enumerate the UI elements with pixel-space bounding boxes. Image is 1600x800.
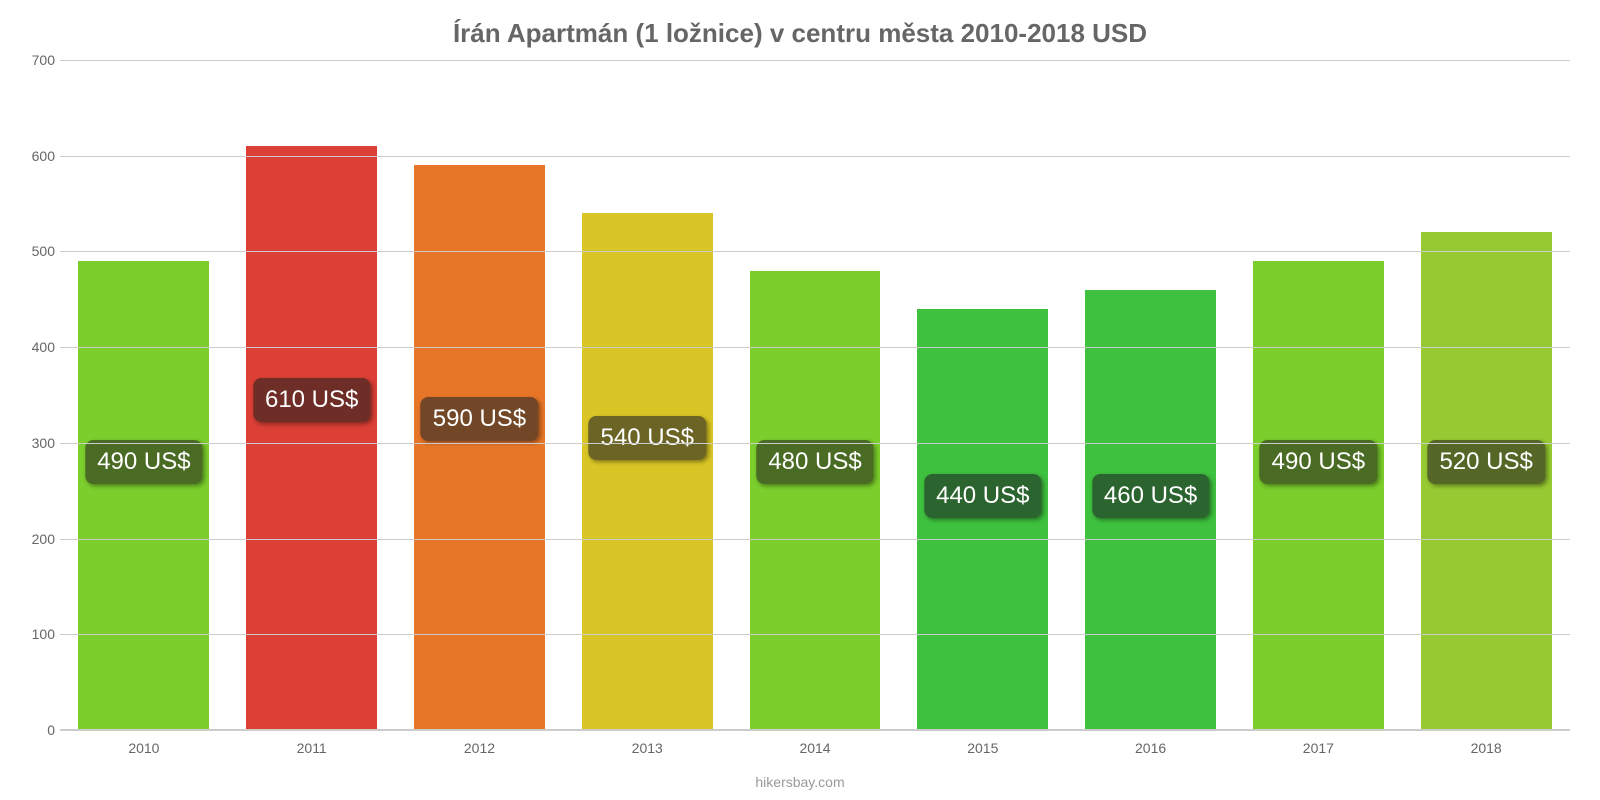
x-axis-tick-label: 2015 bbox=[967, 740, 998, 756]
value-badge: 480 US$ bbox=[756, 440, 873, 484]
x-axis-tick-label: 2017 bbox=[1303, 740, 1334, 756]
x-axis-tick-label: 2012 bbox=[464, 740, 495, 756]
y-axis-tick-label: 600 bbox=[15, 148, 55, 164]
bar bbox=[246, 146, 377, 730]
value-badge: 590 US$ bbox=[421, 397, 538, 441]
bar bbox=[750, 271, 881, 730]
grid-line bbox=[60, 156, 1570, 157]
bar bbox=[414, 165, 545, 730]
bar-slot: 440 US$2015 bbox=[899, 60, 1067, 730]
bar bbox=[917, 309, 1048, 730]
bar-slot: 480 US$2014 bbox=[731, 60, 899, 730]
bar-slot: 610 US$2011 bbox=[228, 60, 396, 730]
bar-slot: 590 US$2012 bbox=[396, 60, 564, 730]
y-axis-tick-label: 400 bbox=[15, 339, 55, 355]
value-badge: 540 US$ bbox=[589, 416, 706, 460]
y-axis-tick-label: 500 bbox=[15, 243, 55, 259]
grid-line bbox=[60, 443, 1570, 444]
y-axis-tick-label: 300 bbox=[15, 435, 55, 451]
grid-line bbox=[60, 634, 1570, 635]
y-axis-tick-label: 700 bbox=[15, 52, 55, 68]
y-axis-tick-label: 0 bbox=[15, 722, 55, 738]
chart-title: Írán Apartmán (1 ložnice) v centru města… bbox=[0, 0, 1600, 49]
x-axis-tick-label: 2016 bbox=[1135, 740, 1166, 756]
bar bbox=[78, 261, 209, 730]
bar-slot: 540 US$2013 bbox=[563, 60, 731, 730]
bar-slot: 490 US$2010 bbox=[60, 60, 228, 730]
grid-line bbox=[60, 251, 1570, 252]
bar-slot: 460 US$2016 bbox=[1067, 60, 1235, 730]
value-badge: 440 US$ bbox=[924, 474, 1041, 518]
value-badge: 610 US$ bbox=[253, 378, 370, 422]
grid-line bbox=[60, 60, 1570, 61]
value-badge: 490 US$ bbox=[1260, 440, 1377, 484]
plot-area: 490 US$2010610 US$2011590 US$2012540 US$… bbox=[60, 60, 1570, 730]
bar bbox=[582, 213, 713, 730]
x-axis-tick-label: 2018 bbox=[1471, 740, 1502, 756]
attribution-text: hikersbay.com bbox=[0, 774, 1600, 790]
bar bbox=[1253, 261, 1384, 730]
bar-slot: 490 US$2017 bbox=[1234, 60, 1402, 730]
bar-slot: 520 US$2018 bbox=[1402, 60, 1570, 730]
value-badge: 520 US$ bbox=[1427, 440, 1544, 484]
bar-group: 490 US$2010610 US$2011590 US$2012540 US$… bbox=[60, 60, 1570, 730]
x-axis-tick-label: 2013 bbox=[632, 740, 663, 756]
grid-line bbox=[60, 347, 1570, 348]
value-badge: 460 US$ bbox=[1092, 474, 1209, 518]
x-axis-tick-label: 2011 bbox=[297, 740, 327, 756]
grid-line bbox=[60, 539, 1570, 540]
y-axis-tick-label: 200 bbox=[15, 531, 55, 547]
value-badge: 490 US$ bbox=[85, 440, 202, 484]
chart-container: Írán Apartmán (1 ložnice) v centru města… bbox=[0, 0, 1600, 800]
x-axis-tick-label: 2014 bbox=[799, 740, 830, 756]
x-axis-tick-label: 2010 bbox=[128, 740, 159, 756]
y-axis-tick-label: 100 bbox=[15, 626, 55, 642]
grid-line bbox=[60, 730, 1570, 731]
